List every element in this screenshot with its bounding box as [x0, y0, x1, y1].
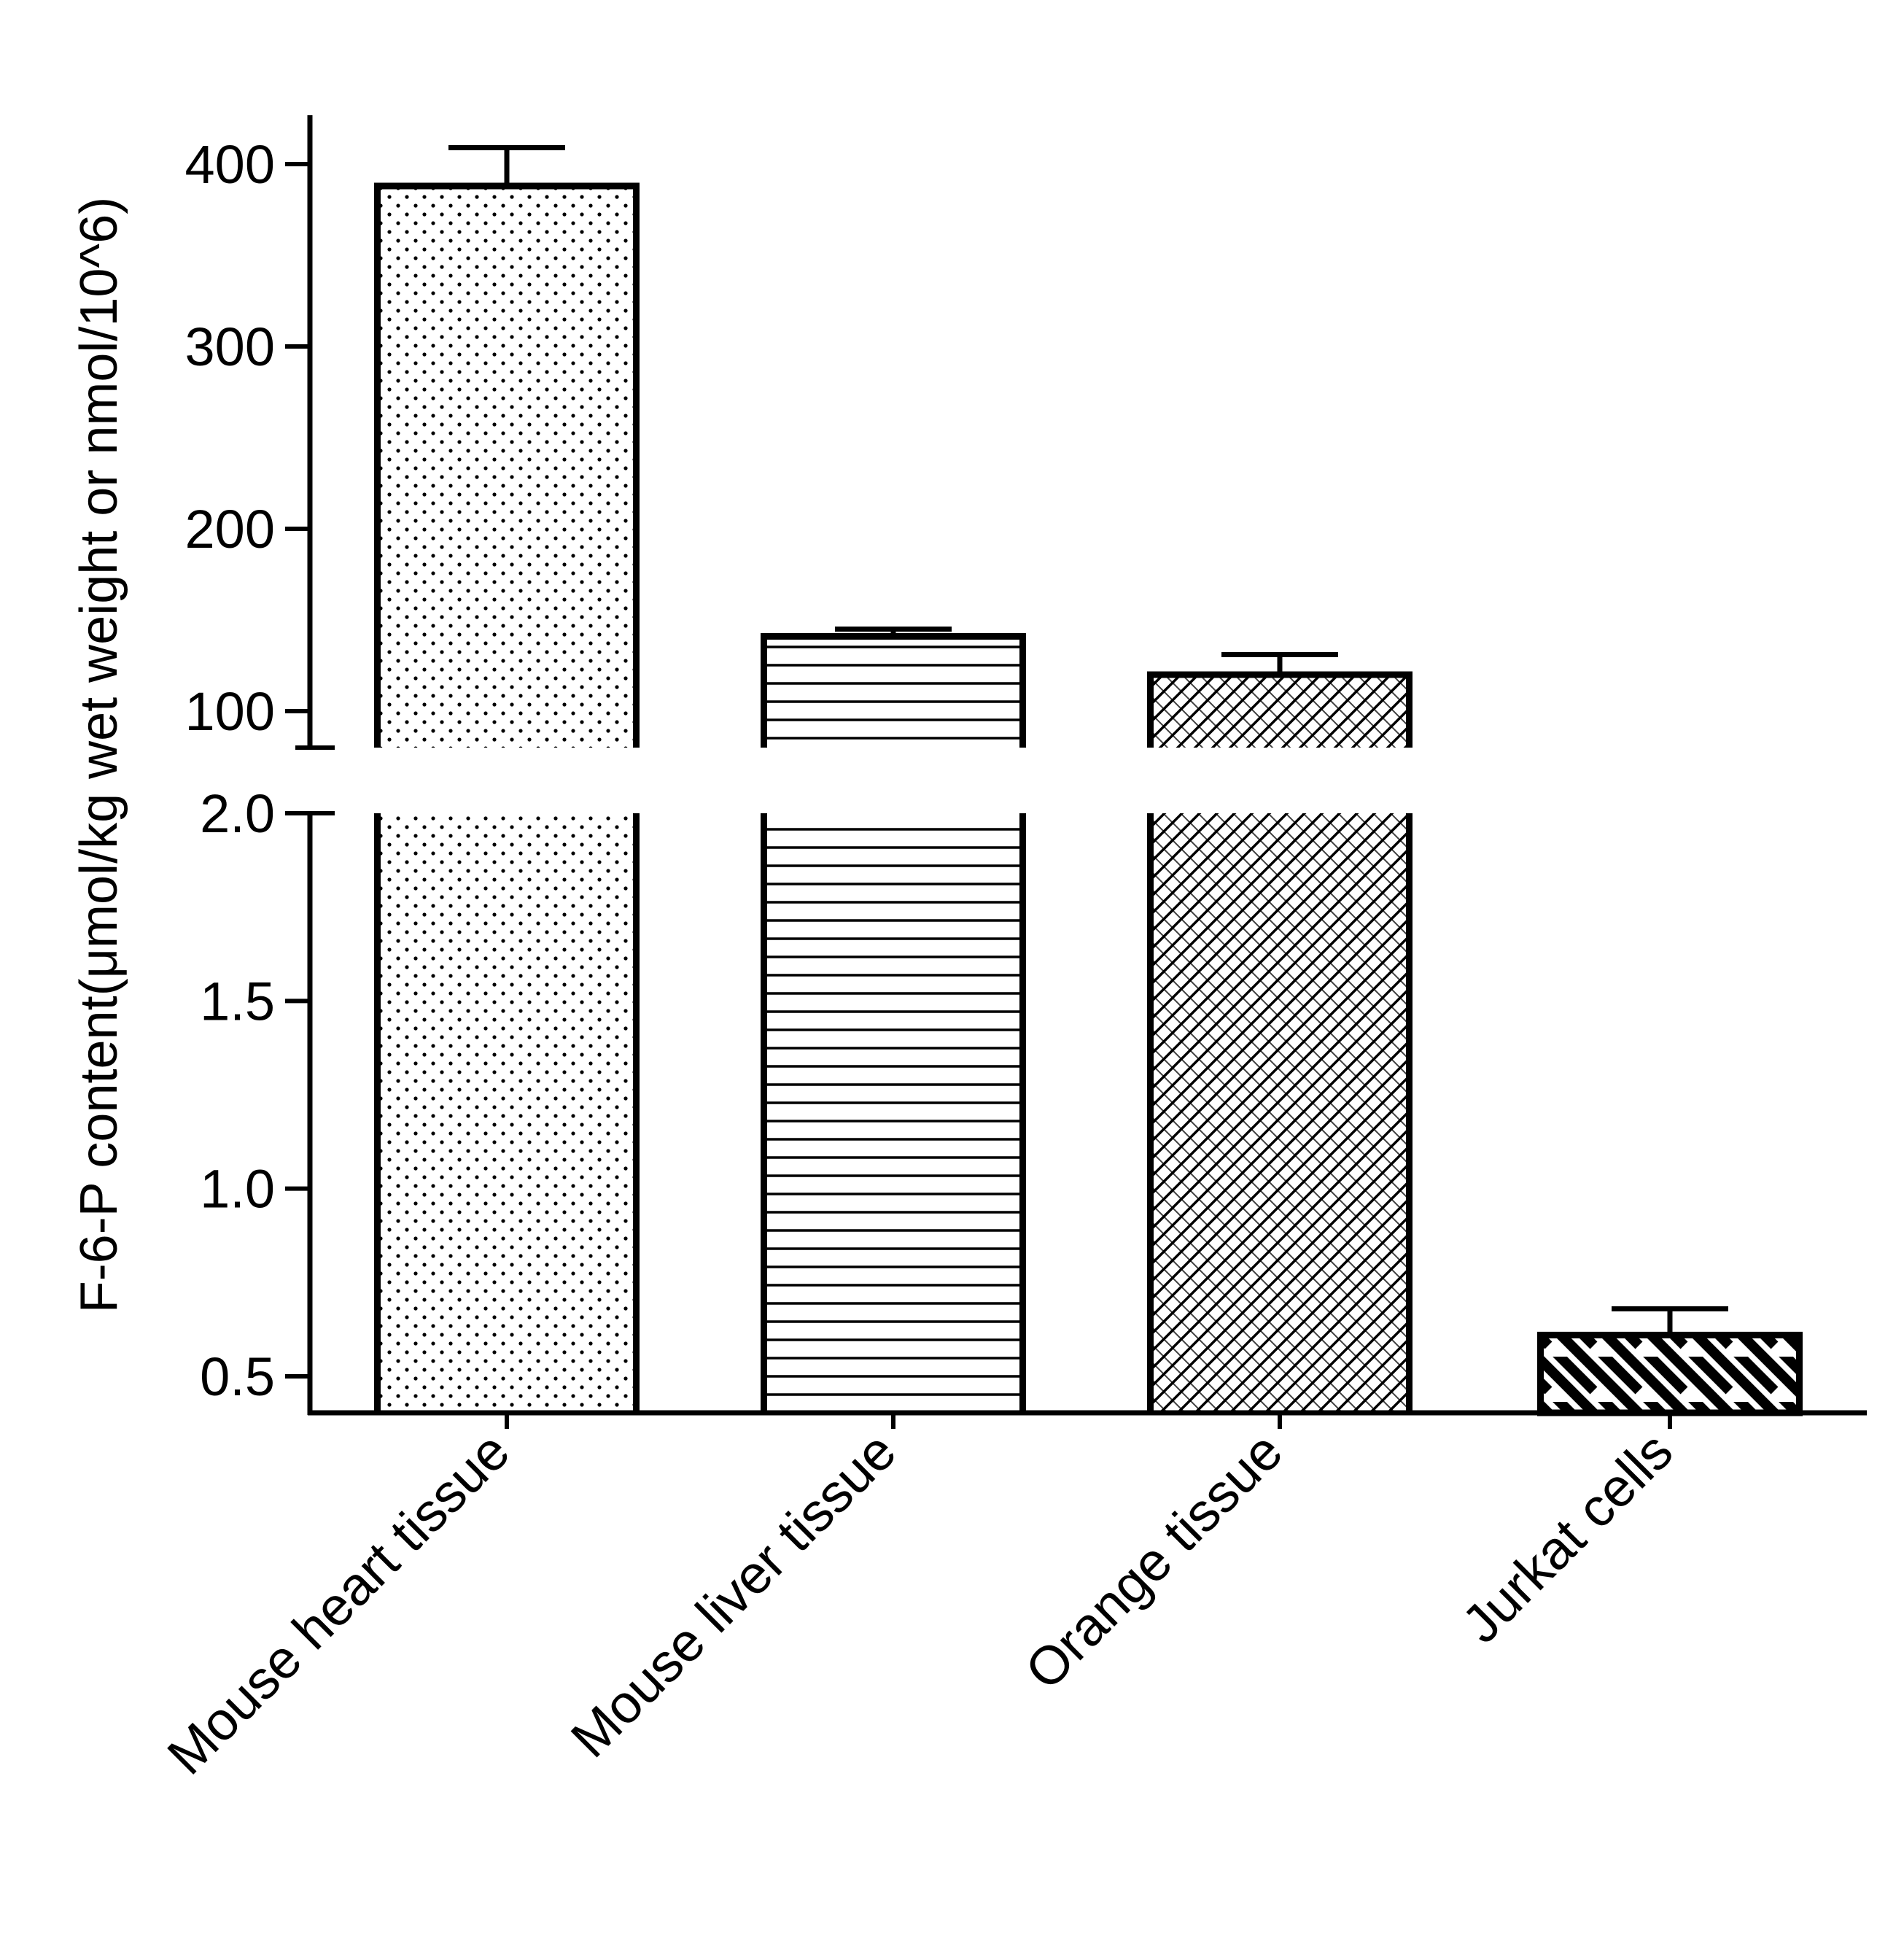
bars-layer: [374, 145, 1803, 1416]
x-tick-label-3: Jurkat cells: [1450, 1421, 1684, 1654]
y-tick-label-lower-0: 0.5: [200, 1346, 275, 1407]
bar-lower-2: [1150, 813, 1410, 1413]
bar-lower-outline-2: [1147, 813, 1413, 1413]
x-tick-label-1: Mouse liver tissue: [559, 1421, 907, 1769]
x-tick-label-2: Orange tissue: [1014, 1421, 1294, 1701]
y-tick-label-upper-3: 400: [185, 134, 275, 195]
y-axis-title: F-6-P content(μmol/kg wet weight or nmol…: [70, 197, 128, 1314]
bar-lower-1: [763, 813, 1023, 1413]
y-tick-label-lower-3: 2.0: [200, 783, 275, 844]
y-tick-label-lower-1: 1.0: [200, 1159, 275, 1220]
bar-upper-0: [377, 186, 637, 748]
bar-3: [1537, 1331, 1803, 1416]
y-tick-label-lower-2: 1.5: [200, 971, 275, 1031]
y-tick-label-upper-2: 300: [185, 317, 275, 377]
bar-lower-outline-0: [374, 813, 640, 1413]
bar-lower-outline-1: [761, 813, 1026, 1413]
bar-upper-2: [1150, 675, 1410, 748]
bar-upper-1: [763, 636, 1023, 748]
axes-layer: [285, 115, 1867, 1429]
y-tick-label-upper-0: 100: [185, 681, 275, 742]
y-tick-label-upper-1: 200: [185, 499, 275, 559]
x-tick-label-0: Mouse heart tissue: [156, 1421, 521, 1786]
bar-lower-0: [377, 813, 637, 1413]
